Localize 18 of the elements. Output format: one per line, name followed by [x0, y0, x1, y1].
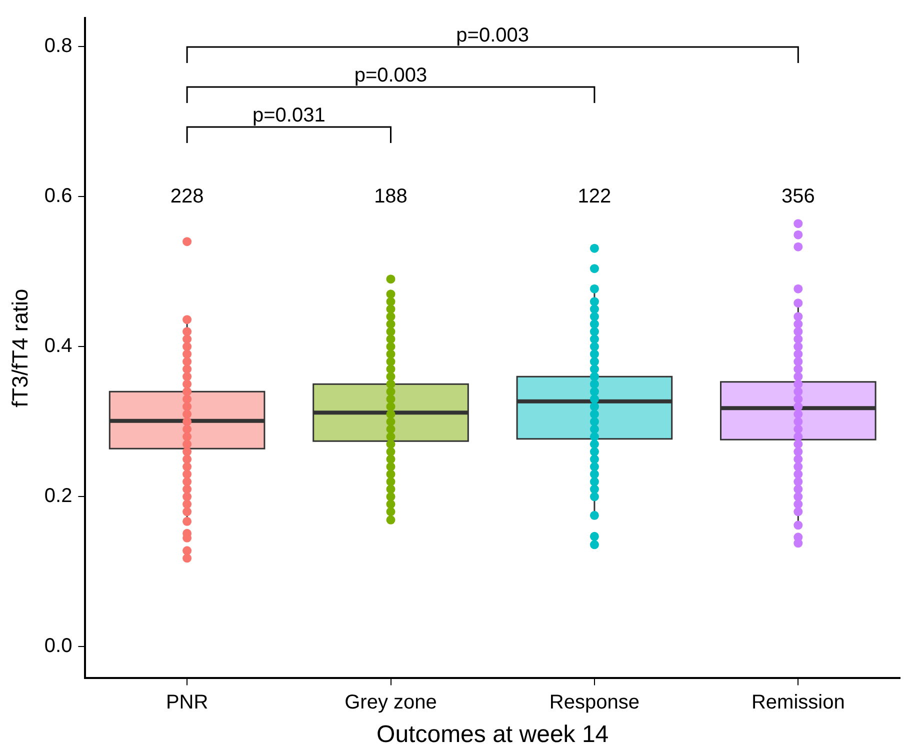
- x-tick-label: PNR: [166, 692, 208, 714]
- x-tick-label: Remission: [751, 692, 845, 714]
- y-tick-label: 0.8: [44, 35, 72, 58]
- y-tick-label: 0.4: [44, 335, 72, 358]
- annotation: 228: [170, 185, 204, 208]
- annotation: p=0.003: [354, 64, 428, 87]
- y-axis-title: fT3/fT4 ratio: [7, 288, 32, 408]
- y-tick-label: 0.0: [44, 635, 72, 658]
- x-tick-label: Grey zone: [344, 692, 437, 714]
- x-axis-title: Outcomes at week 14: [376, 721, 609, 748]
- annotation: p=0.003: [456, 24, 530, 47]
- annotation: 356: [781, 185, 815, 208]
- y-tick-label: 0.2: [44, 485, 72, 508]
- x-tick-label: Response: [549, 692, 640, 714]
- y-tick-label: 0.6: [44, 185, 72, 208]
- annotation: 122: [578, 185, 612, 208]
- annotation: p=0.031: [252, 104, 326, 127]
- annotation: 188: [374, 185, 408, 208]
